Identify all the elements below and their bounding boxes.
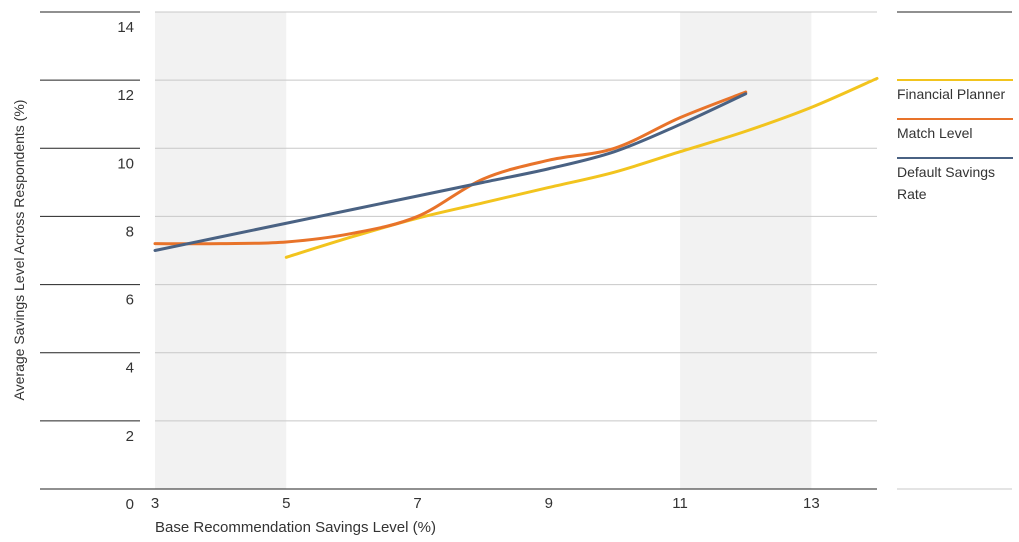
y-tick-label: 12 — [117, 87, 134, 104]
shaded-band — [680, 12, 812, 489]
y-tick-label: 4 — [126, 360, 134, 377]
legend-swatch — [897, 79, 1013, 81]
shaded-band — [155, 12, 287, 489]
x-tick-label: 11 — [672, 495, 688, 512]
legend-item: Financial Planner — [897, 79, 1013, 105]
x-tick-label: 5 — [282, 495, 290, 512]
legend-item: Default Savings Rate — [897, 157, 1013, 205]
y-tick-label: 0 — [126, 496, 134, 513]
series-line — [153, 92, 748, 252]
legend-item: Match Level — [897, 118, 1013, 144]
x-tick-label: 9 — [545, 495, 553, 512]
legend-label: Financial Planner — [897, 86, 1006, 102]
legend-swatch — [897, 118, 1013, 120]
y-tick-label: 2 — [126, 428, 134, 445]
series-line — [153, 90, 748, 246]
y-axis-label: Average Savings Level Across Respondents… — [11, 100, 27, 401]
legend-label: Default Savings Rate — [897, 164, 996, 202]
legend-swatch — [897, 157, 1013, 159]
x-tick-label: 7 — [413, 495, 421, 512]
x-axis-label: Base Recommendation Savings Level (%) — [155, 519, 436, 536]
y-tick-label: 14 — [117, 19, 134, 36]
legend-label: Match Level — [897, 125, 973, 141]
y-tick-label: 10 — [117, 155, 134, 172]
y-tick-label: 6 — [126, 292, 134, 309]
x-tick-label: 13 — [803, 495, 820, 512]
y-tick-label: 8 — [126, 223, 134, 240]
x-tick-label: 3 — [151, 495, 159, 512]
